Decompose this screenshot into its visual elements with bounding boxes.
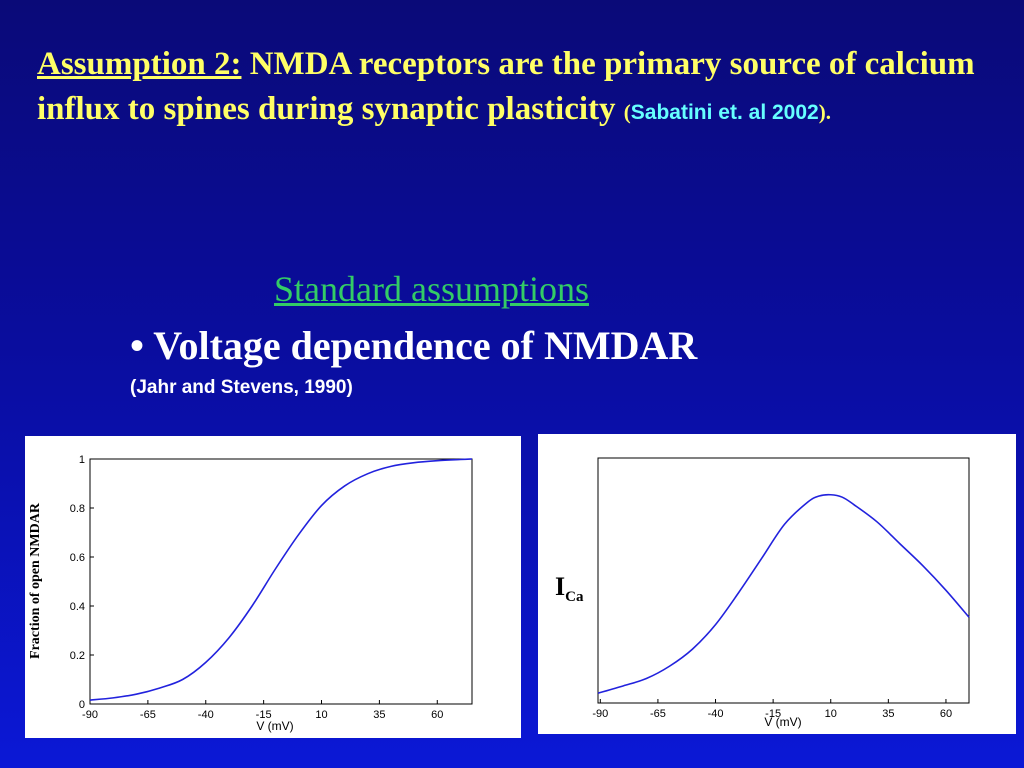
ica-label-sub: Ca bbox=[565, 589, 584, 606]
reference-citation: (Jahr and Stevens, 1990) bbox=[130, 377, 353, 398]
assumption-text: NMDA receptors are the primary source of… bbox=[37, 46, 975, 127]
citation-close: ). bbox=[818, 100, 831, 124]
x-tick-label: -65 bbox=[140, 709, 156, 721]
bullet-voltage-dependence: • Voltage dependence of NMDAR bbox=[130, 323, 698, 368]
y-tick-label: 0.6 bbox=[70, 552, 85, 564]
series-line bbox=[597, 493, 970, 694]
x-tick-label: -40 bbox=[198, 709, 214, 721]
y-axis-label-ica: ICa bbox=[555, 572, 586, 607]
x-tick-label: -40 bbox=[708, 708, 724, 720]
x-tick-label: -15 bbox=[765, 708, 781, 720]
x-axis-label: V (mV) bbox=[256, 719, 293, 733]
x-axis-label: V (mV) bbox=[764, 715, 801, 729]
citation-text: Sabatini et. al 2002 bbox=[630, 101, 819, 124]
y-tick-label: 1 bbox=[79, 454, 85, 466]
citation-open: ( bbox=[623, 100, 631, 124]
x-tick-label: -65 bbox=[650, 708, 666, 720]
y-tick-label: 0.4 bbox=[70, 601, 85, 613]
plot-frame bbox=[597, 457, 970, 704]
assumption-label: Assumption 2: bbox=[37, 46, 242, 82]
y-tick-label: 0 bbox=[79, 699, 85, 711]
x-tick-label: 60 bbox=[940, 708, 952, 720]
x-tick-label: 35 bbox=[373, 709, 385, 721]
assumption-heading: Assumption 2: NMDA receptors are the pri… bbox=[37, 42, 997, 135]
x-tick-label: -90 bbox=[592, 708, 608, 720]
x-tick-label: -15 bbox=[256, 709, 272, 721]
plot-frame bbox=[89, 458, 473, 705]
x-tick-label: 60 bbox=[431, 709, 443, 721]
ica-label-main: I bbox=[555, 572, 566, 601]
section-title: Standard assumptions bbox=[274, 269, 589, 309]
y-tick-label: 0.2 bbox=[70, 650, 85, 662]
chart-panel-ica: -90 -65 -40 -15 10 35 60 V (mV) bbox=[538, 434, 1016, 734]
chart-panel-open-nmdar: -90 -65 -40 -15 10 35 60 0 0.2 0.4 0.6 0.8 1 V (mV) … bbox=[25, 436, 521, 738]
series-line bbox=[89, 458, 473, 701]
x-tick-label: -90 bbox=[82, 709, 98, 721]
y-axis-label: Fraction of open NMDAR bbox=[28, 502, 43, 659]
y-tick-label: 0.8 bbox=[70, 503, 85, 515]
chart-ica: -90 -65 -40 -15 10 35 60 V (mV) bbox=[592, 457, 970, 729]
x-tick-label: 10 bbox=[315, 709, 327, 721]
x-tick-label: 35 bbox=[882, 708, 894, 720]
x-tick-label: 10 bbox=[825, 708, 837, 720]
